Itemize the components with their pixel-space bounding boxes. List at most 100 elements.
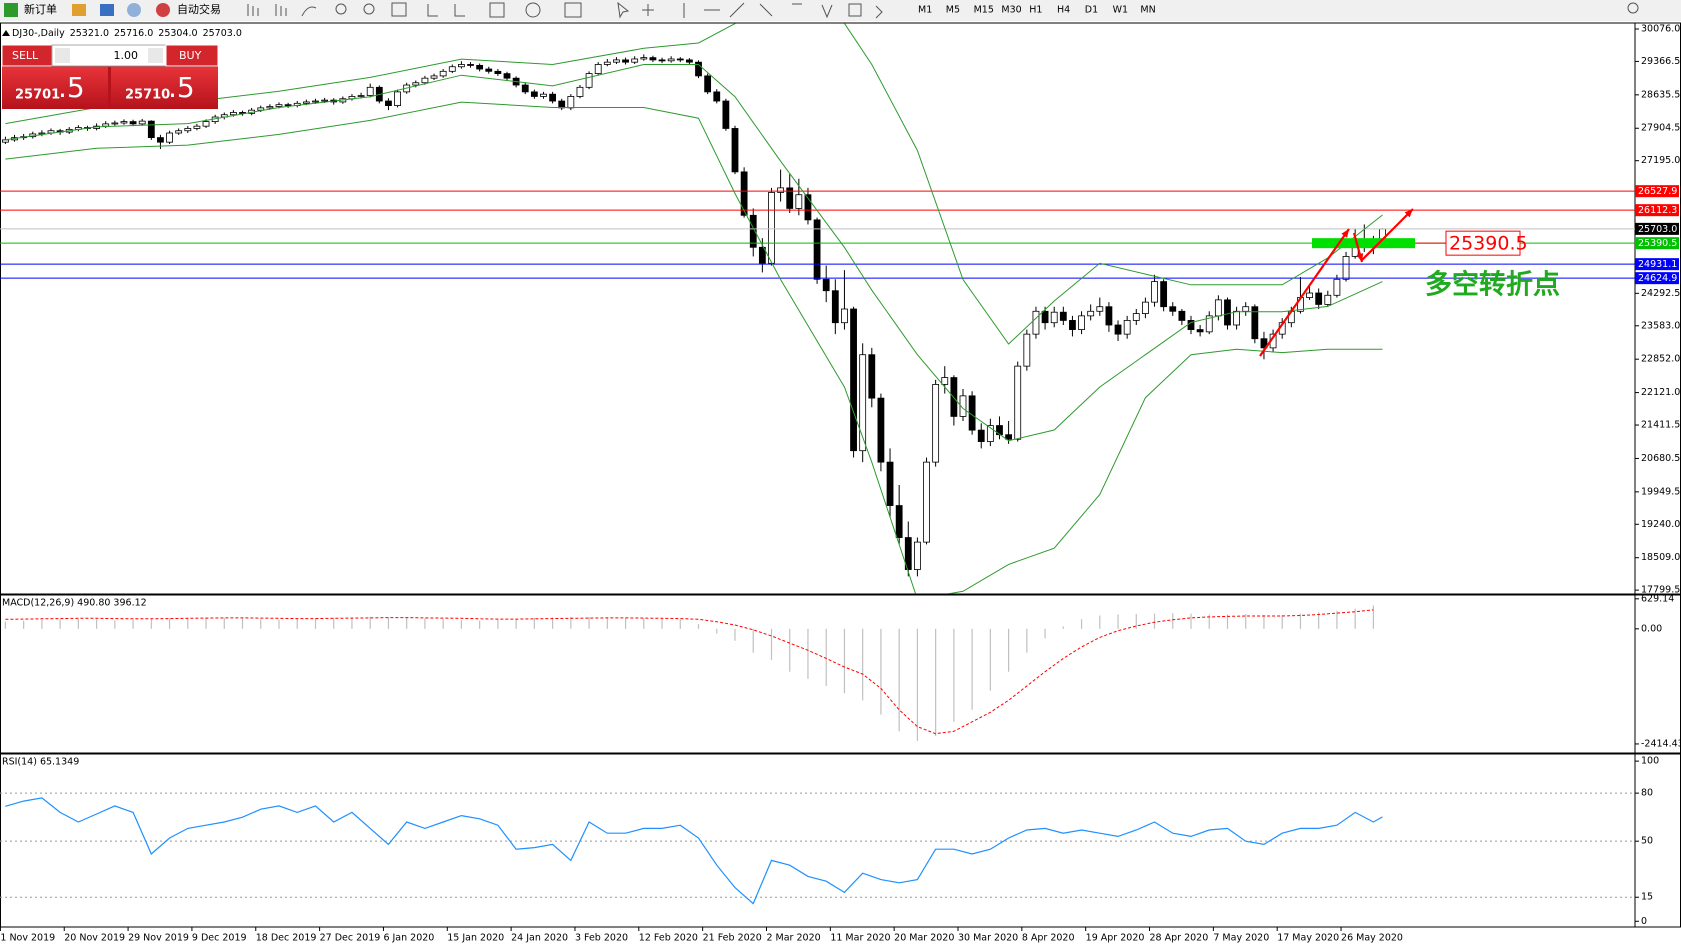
tool-icon[interactable]	[875, 5, 883, 19]
zoom-in[interactable]	[335, 3, 347, 15]
candle-body	[157, 137, 164, 143]
template[interactable]	[564, 2, 582, 18]
candle-body	[202, 121, 210, 127]
candle-body	[667, 58, 675, 62]
tool-icon[interactable]	[427, 4, 465, 17]
new-order-label[interactable]: 新订单	[24, 2, 57, 16]
candle-body	[758, 246, 766, 264]
candle-body	[1260, 338, 1268, 349]
candle-body	[120, 121, 128, 124]
zoom-out[interactable]	[363, 3, 375, 15]
macd-bar	[1044, 628, 1046, 639]
candle-body	[877, 397, 885, 463]
macd-bar	[241, 618, 244, 629]
y-tick-label: 629.14	[1641, 593, 1674, 604]
macd-bar	[1372, 605, 1374, 629]
sell-label[interactable]: SELL	[12, 49, 39, 62]
tile[interactable]	[391, 2, 407, 17]
candle-body	[1342, 256, 1350, 280]
pivot-label-box	[1445, 230, 1521, 256]
timeframe-button[interactable]: MN	[1140, 5, 1155, 16]
macd-bar	[661, 618, 663, 629]
macd-bar	[41, 619, 43, 629]
new-order-icon[interactable]	[4, 3, 18, 17]
candle-body	[439, 70, 447, 77]
lot-up[interactable]	[148, 48, 163, 63]
tool-icon[interactable]	[72, 4, 86, 16]
tool-icon[interactable]	[275, 4, 287, 16]
tool-icon[interactable]	[127, 3, 141, 17]
buy-button[interactable]	[165, 44, 219, 67]
y-tick-label: 22121.0	[1641, 387, 1680, 398]
y-tick-label: -2414.43	[1641, 738, 1681, 749]
timeframe-button[interactable]: M5	[946, 5, 960, 16]
timeframe-button[interactable]: M30	[1001, 5, 1021, 16]
candle-body	[977, 429, 985, 442]
x-tick-label: 3 Feb 2020	[575, 933, 628, 944]
macd-bar	[989, 628, 991, 691]
macd-bar	[624, 617, 627, 629]
candle-body	[841, 308, 848, 324]
sell-pips[interactable]: .5	[58, 71, 85, 104]
candle-body	[658, 59, 666, 62]
timeframe-button[interactable]: H4	[1057, 5, 1070, 16]
timeframe-button[interactable]: M1	[918, 5, 932, 16]
buy-price[interactable]: 25710	[125, 88, 170, 103]
lot-down[interactable]	[55, 48, 70, 63]
ohlc-value: 25716.0	[114, 28, 153, 39]
macd-bar	[1099, 615, 1101, 629]
candle-body	[357, 95, 365, 97]
timeframe-button[interactable]: H1	[1029, 5, 1042, 16]
x-tick-label: 20 Nov 2019	[64, 933, 125, 944]
auto-trading-label[interactable]: 自动交易	[177, 2, 221, 16]
timeframe-button[interactable]: M15	[974, 5, 994, 16]
level-label-bg	[1635, 185, 1679, 198]
candle-body	[385, 100, 392, 107]
drawing-tools[interactable]	[617, 1, 862, 19]
macd-bar	[515, 618, 517, 629]
macd-bar	[588, 616, 590, 629]
level-label: 24931.1	[1638, 259, 1677, 270]
timeframe-button[interactable]: D1	[1085, 5, 1098, 16]
candle-body	[649, 57, 657, 61]
macd-bar	[716, 628, 718, 634]
macd-bar	[570, 616, 572, 629]
auto-trading-icon[interactable]	[156, 3, 170, 17]
macd-bar	[23, 620, 25, 629]
candle-body	[457, 64, 465, 68]
macd-bar	[150, 618, 152, 629]
timeframe-button[interactable]: W1	[1113, 5, 1128, 16]
candle-body	[1059, 311, 1067, 321]
tool-icon[interactable]	[301, 6, 317, 17]
x-tick-label: 19 Apr 2020	[1086, 933, 1145, 944]
sell-price-box[interactable]	[2, 67, 108, 109]
sell-price[interactable]: 25701	[15, 88, 60, 103]
candle-body	[448, 66, 456, 72]
macd-bar	[132, 619, 134, 629]
y-tick-label: 24292.5	[1641, 288, 1680, 299]
collapse-arrow[interactable]	[2, 30, 10, 36]
candle-body	[1306, 292, 1313, 298]
level-label: 26112.3	[1638, 205, 1677, 216]
candle-body	[822, 278, 830, 292]
tool-icon[interactable]	[247, 4, 259, 16]
trade-panel: SELL 1.00 BUY 25701 .5 25710 .5	[1, 44, 219, 109]
candle-body	[1114, 324, 1122, 335]
x-tick-label: 17 May 2020	[1277, 933, 1339, 944]
macd-bar	[898, 628, 900, 732]
candle-body	[394, 91, 401, 107]
x-tick-label: 27 Dec 2019	[320, 933, 381, 944]
buy-price-box[interactable]	[111, 67, 218, 109]
period[interactable]	[525, 2, 541, 18]
search-icon[interactable]	[1627, 2, 1639, 14]
macd-bar	[479, 620, 481, 629]
buy-label[interactable]: BUY	[179, 49, 202, 62]
tool-icon[interactable]	[100, 4, 114, 16]
buy-pips[interactable]: .5	[168, 71, 195, 104]
indicator[interactable]	[489, 2, 505, 18]
macd-bar	[278, 619, 280, 629]
y-tick-label: 21411.5	[1641, 420, 1680, 431]
candle-body	[1087, 310, 1095, 317]
lot-value[interactable]: 1.00	[114, 49, 139, 62]
candle-body	[749, 214, 757, 248]
